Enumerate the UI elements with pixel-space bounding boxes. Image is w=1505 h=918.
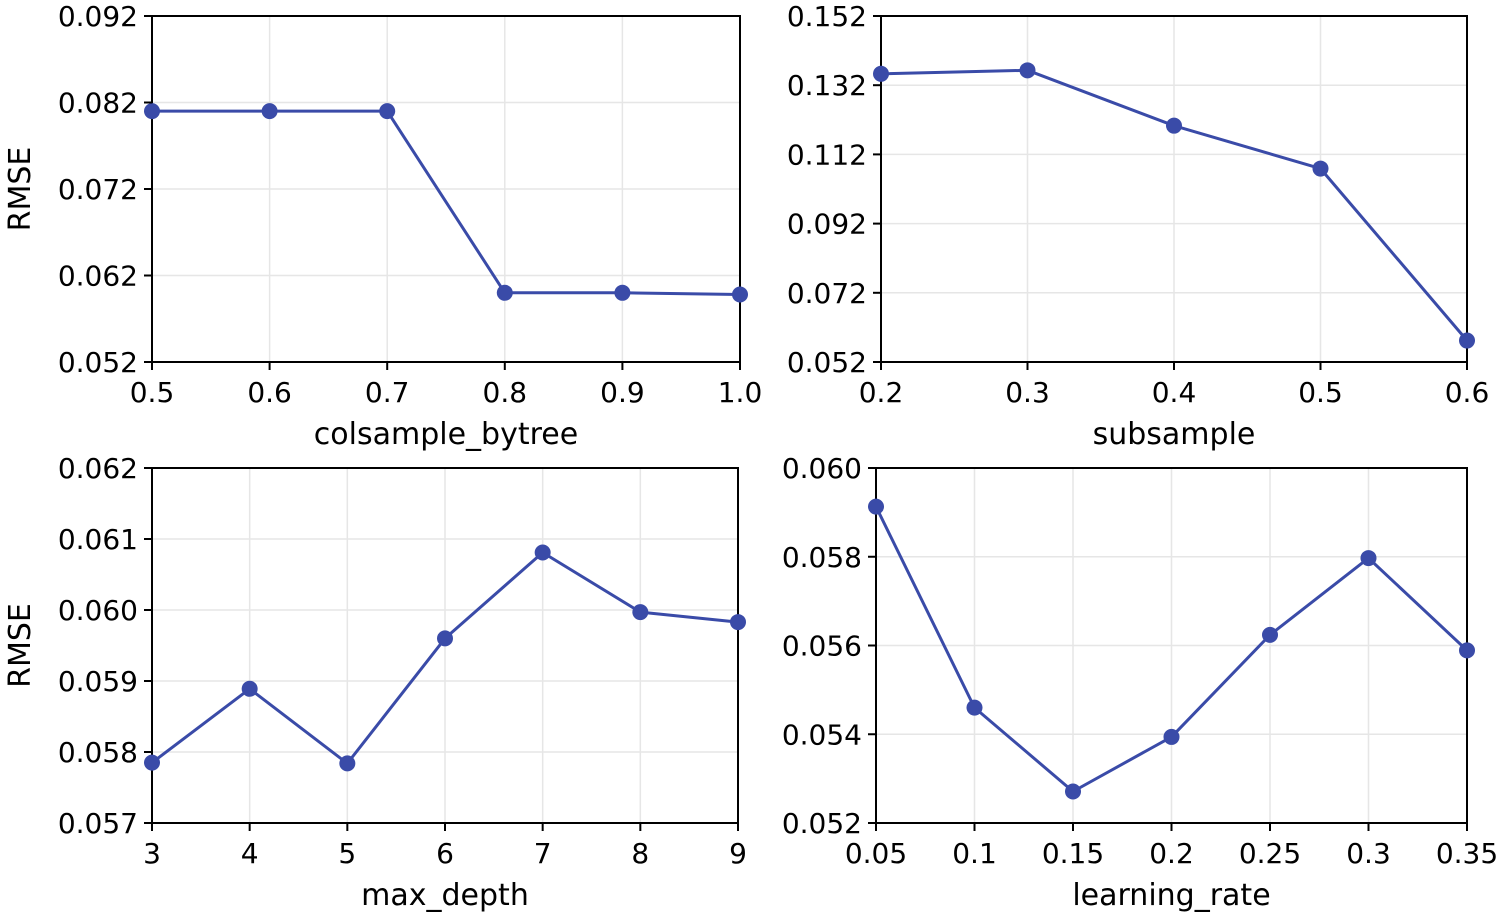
x-tick-label: 0.6 — [1445, 376, 1490, 409]
y-tick-label: 0.054 — [782, 718, 862, 751]
x-tick-label: 0.3 — [1346, 837, 1391, 870]
data-point — [261, 103, 278, 120]
x-tick-label: 6 — [436, 837, 454, 870]
data-point — [534, 544, 551, 561]
x-tick-label: 0.7 — [365, 376, 410, 409]
x-tick-label: 0.5 — [130, 376, 175, 409]
y-axis-label: RMSE — [3, 147, 38, 232]
data-point — [868, 498, 884, 515]
x-axis-label-learning-rate: learning_rate — [1072, 878, 1270, 913]
x-tick-label: 0.35 — [1436, 837, 1498, 870]
x-tick-label: 0.05 — [845, 837, 907, 870]
y-tick-label: 0.058 — [782, 541, 862, 574]
x-tick-label: 0.2 — [859, 376, 904, 409]
x-axis-label-max-depth: max_depth — [361, 878, 529, 913]
data-point — [1360, 550, 1377, 567]
y-tick-label: 0.052 — [787, 346, 867, 379]
x-tick-label: 0.15 — [1042, 837, 1104, 870]
data-point — [1262, 626, 1278, 643]
data-point — [144, 103, 160, 120]
data-point — [1019, 62, 1036, 79]
data-point — [379, 103, 396, 120]
data-point — [632, 604, 649, 621]
data-point — [339, 755, 356, 772]
data-point — [1312, 160, 1329, 177]
data-point — [437, 630, 453, 647]
y-tick-label: 0.059 — [58, 665, 138, 698]
y-tick-label: 0.152 — [787, 0, 867, 33]
data-point — [1459, 332, 1475, 349]
y-tick-label: 0.060 — [58, 594, 138, 627]
x-tick-label: 0.8 — [483, 376, 528, 409]
y-tick-label: 0.062 — [58, 452, 138, 485]
y-tick-label: 0.058 — [58, 736, 138, 769]
x-tick-label: 1.0 — [718, 376, 763, 409]
y-tick-label: 0.092 — [58, 0, 138, 33]
data-point — [1166, 117, 1182, 134]
x-tick-label: 0.2 — [1149, 837, 1194, 870]
data-point — [1459, 642, 1475, 659]
x-axis-label-colsample-bytree: colsample_bytree — [314, 417, 578, 452]
panel-learning-rate: 0.05 0.1 0.15 0.2 0.25 0.3 0.35 0.052 0.054 0.056… — [782, 452, 1498, 913]
x-tick-label: 9 — [729, 837, 747, 870]
x-tick-label: 0.5 — [1298, 376, 1343, 409]
data-point — [1065, 783, 1081, 800]
data-point — [732, 286, 748, 303]
data-point — [496, 284, 513, 301]
x-tick-label: 7 — [534, 837, 552, 870]
y-tick-label: 0.072 — [787, 277, 867, 310]
panel-colsample-bytree: 0.5 0.6 0.7 0.8 0.9 1.0 0.052 0.062 0.072 0.082 0.… — [3, 0, 762, 452]
y-tick-label: 0.061 — [58, 523, 138, 556]
data-point — [873, 65, 889, 82]
y-tick-label: 0.057 — [58, 807, 138, 840]
y-tick-label: 0.072 — [58, 173, 138, 206]
y-tick-label: 0.092 — [787, 208, 867, 241]
data-point — [241, 680, 258, 697]
x-tick-label: 4 — [241, 837, 259, 870]
data-point — [966, 699, 983, 716]
x-tick-label: 0.4 — [1152, 376, 1197, 409]
series-line — [152, 109, 741, 296]
x-tick-label: 0.9 — [600, 376, 645, 409]
x-tick-label: 0.3 — [1005, 376, 1050, 409]
y-tick-label: 0.082 — [58, 87, 138, 120]
x-tick-label: 5 — [338, 837, 356, 870]
y-tick-label: 0.052 — [782, 807, 862, 840]
y-tick-label: 0.062 — [58, 260, 138, 293]
data-point — [730, 614, 746, 631]
x-tick-label: 0.6 — [247, 376, 292, 409]
y-tick-label: 0.052 — [58, 346, 138, 379]
panel-subsample: 0.2 0.3 0.4 0.5 0.6 0.052 0.072 0.092 0.112 0.132… — [787, 0, 1489, 452]
x-axis-label-subsample: subsample — [1093, 417, 1256, 452]
data-point — [144, 754, 160, 771]
y-tick-label: 0.056 — [782, 630, 862, 663]
data-point — [614, 284, 631, 301]
y-tick-label: 0.060 — [782, 452, 862, 485]
y-tick-label: 0.132 — [787, 69, 867, 102]
x-tick-label: 8 — [631, 837, 649, 870]
y-tick-label: 0.112 — [787, 138, 867, 171]
x-tick-label: 3 — [143, 837, 161, 870]
y-axis-label: RMSE — [3, 603, 38, 688]
x-tick-label: 0.1 — [952, 837, 997, 870]
panel-max-depth: 3 4 5 6 7 8 9 0.057 0.058 0.059 0.060 0.061 0.062 max… — [3, 452, 747, 913]
x-tick-label: 0.25 — [1239, 837, 1301, 870]
data-point — [1163, 728, 1180, 745]
